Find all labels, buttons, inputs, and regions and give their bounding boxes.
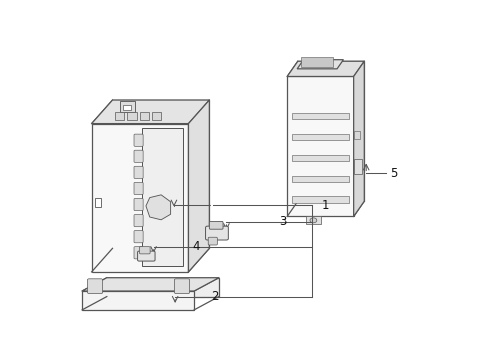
FancyBboxPatch shape (134, 150, 143, 162)
FancyBboxPatch shape (134, 231, 143, 243)
FancyBboxPatch shape (134, 166, 143, 179)
FancyBboxPatch shape (140, 247, 150, 254)
FancyBboxPatch shape (134, 247, 143, 259)
Bar (140, 112, 149, 120)
Bar (115, 112, 124, 120)
Bar (292, 134, 349, 140)
FancyBboxPatch shape (134, 183, 143, 194)
FancyBboxPatch shape (138, 251, 155, 261)
FancyBboxPatch shape (174, 279, 190, 293)
Bar (292, 113, 349, 120)
Text: 5: 5 (390, 167, 397, 180)
Bar (301, 57, 333, 67)
FancyBboxPatch shape (134, 134, 143, 146)
Text: 3: 3 (280, 216, 287, 229)
FancyBboxPatch shape (87, 279, 102, 293)
Polygon shape (107, 278, 219, 297)
Polygon shape (92, 123, 189, 272)
Polygon shape (142, 129, 183, 266)
Polygon shape (92, 100, 209, 123)
Polygon shape (120, 101, 135, 112)
FancyBboxPatch shape (208, 237, 218, 245)
Bar (292, 155, 349, 161)
Polygon shape (354, 61, 364, 216)
Bar (96, 198, 101, 207)
Polygon shape (297, 60, 343, 69)
Circle shape (310, 218, 317, 223)
Polygon shape (298, 61, 364, 201)
Polygon shape (146, 195, 171, 220)
FancyBboxPatch shape (134, 198, 143, 211)
Polygon shape (287, 76, 354, 216)
Polygon shape (189, 100, 209, 272)
Polygon shape (82, 278, 219, 291)
FancyBboxPatch shape (134, 215, 143, 227)
Bar (354, 159, 362, 175)
Bar (152, 112, 161, 120)
Text: 2: 2 (211, 290, 219, 303)
Text: 4: 4 (192, 240, 200, 253)
Bar (122, 105, 131, 109)
Bar (292, 197, 349, 203)
Bar (354, 131, 360, 139)
Polygon shape (82, 291, 194, 310)
Text: 1: 1 (321, 199, 329, 212)
Bar (127, 112, 137, 120)
Polygon shape (287, 61, 364, 76)
Bar (306, 216, 321, 224)
FancyBboxPatch shape (206, 226, 228, 240)
Polygon shape (113, 100, 209, 248)
Bar (292, 176, 349, 182)
FancyBboxPatch shape (209, 221, 223, 229)
